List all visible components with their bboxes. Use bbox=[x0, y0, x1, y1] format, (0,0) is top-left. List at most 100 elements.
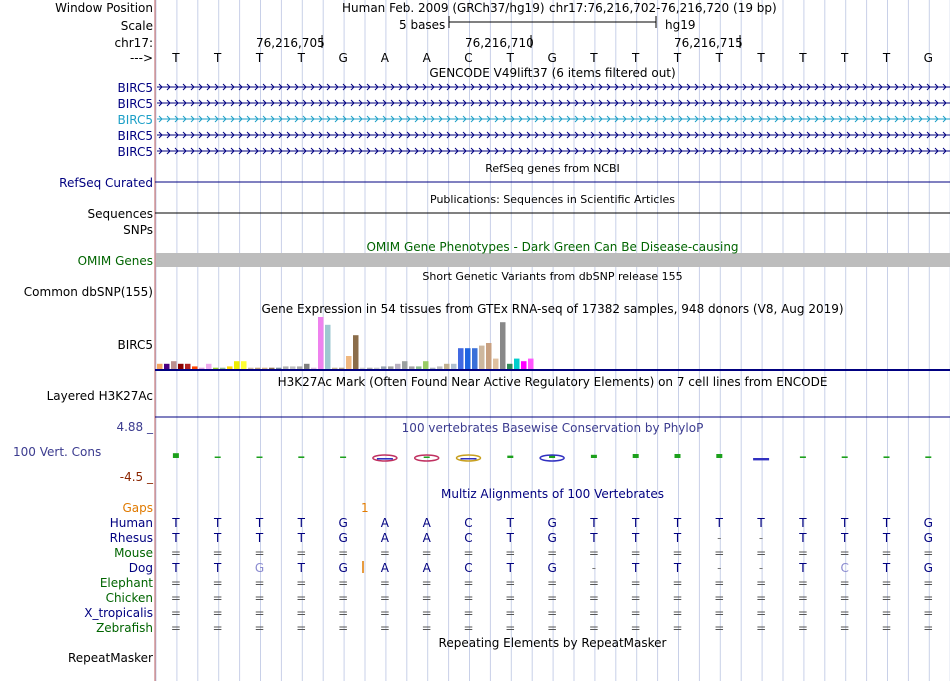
cons-score-bar bbox=[925, 456, 932, 458]
base-letter: T bbox=[632, 51, 640, 65]
gtex-bar bbox=[269, 367, 275, 369]
aligned-base: = bbox=[421, 546, 432, 560]
aligned-base: = bbox=[588, 606, 599, 620]
dbsnp-track-title[interactable]: Short Genetic Variants from dbSNP releas… bbox=[422, 270, 683, 283]
sequences-label[interactable]: Sequences bbox=[87, 207, 153, 221]
repeatmasker-label[interactable]: RepeatMasker bbox=[67, 651, 153, 665]
gtex-bar bbox=[451, 363, 457, 369]
species-label-rhesus[interactable]: Rhesus bbox=[109, 531, 153, 545]
aligned-base: A bbox=[422, 561, 431, 575]
gencode-gene-5[interactable]: BIRC5 bbox=[117, 145, 153, 159]
aligned-base: G bbox=[547, 531, 557, 545]
omim-track-title[interactable]: OMIM Gene Phenotypes - Dark Green Can Be… bbox=[366, 240, 739, 254]
aligned-base: T bbox=[673, 531, 682, 545]
species-label-dog[interactable]: Dog bbox=[128, 561, 153, 575]
aligned-base: T bbox=[841, 516, 849, 530]
aligned-base: T bbox=[214, 516, 222, 530]
h3k27ac-label[interactable]: Layered H3K27Ac bbox=[46, 389, 153, 403]
base-letter: G bbox=[338, 51, 348, 65]
gtex-bar bbox=[374, 367, 380, 369]
aligned-base: G bbox=[254, 561, 265, 575]
cons-score-bar bbox=[340, 456, 347, 458]
dbsnp-label[interactable]: Common dbSNP(155) bbox=[23, 285, 153, 299]
gtex-bar bbox=[346, 356, 352, 369]
gencode-track-title[interactable]: GENCODE V49lift37 (6 items filtered out) bbox=[429, 66, 676, 80]
cons-score-bar bbox=[460, 458, 477, 460]
aligned-base: = bbox=[588, 546, 599, 560]
gtex-bar bbox=[367, 367, 373, 369]
cons-label[interactable]: 100 Vert. Cons bbox=[13, 445, 102, 459]
species-label-mouse[interactable]: Mouse bbox=[114, 546, 153, 560]
aligned-base: T bbox=[882, 531, 891, 545]
aligned-base: = bbox=[630, 621, 641, 635]
aligned-base: A bbox=[422, 516, 431, 530]
repeatmasker-track-title[interactable]: Repeating Elements by RepeatMasker bbox=[438, 636, 667, 650]
aligned-base: = bbox=[505, 591, 516, 605]
gencode-gene-4[interactable]: BIRC5 bbox=[117, 129, 153, 143]
h3k27ac-track-title[interactable]: H3K27Ac Mark (Often Found Near Active Re… bbox=[277, 375, 828, 389]
species-label-human[interactable]: Human bbox=[109, 516, 153, 530]
aligned-base: C bbox=[464, 561, 473, 575]
gencode-gene-1[interactable]: BIRC5 bbox=[117, 81, 153, 95]
publications-track-title[interactable]: Publications: Sequences in Scientific Ar… bbox=[430, 193, 675, 206]
aligned-base: = bbox=[170, 591, 181, 605]
aligned-base: = bbox=[379, 621, 390, 635]
aligned-base: = bbox=[923, 546, 934, 560]
aligned-base: = bbox=[756, 621, 767, 635]
cons-score-bar bbox=[549, 454, 556, 458]
aligned-base: = bbox=[547, 576, 558, 590]
omim-label[interactable]: OMIM Genes bbox=[77, 254, 153, 268]
aligned-base: = bbox=[756, 606, 767, 620]
aligned-base: = bbox=[714, 576, 725, 590]
aligned-base: T bbox=[673, 561, 682, 575]
species-label-zebrafish[interactable]: Zebrafish bbox=[96, 621, 153, 635]
gtex-track-title[interactable]: Gene Expression in 54 tissues from GTEx … bbox=[261, 302, 844, 316]
aligned-base: = bbox=[338, 621, 349, 635]
base-letter: T bbox=[673, 51, 682, 65]
gtex-bar bbox=[402, 361, 408, 369]
base-letter: T bbox=[590, 51, 598, 65]
aligned-base: = bbox=[254, 576, 265, 590]
aligned-base: T bbox=[799, 516, 807, 530]
gtex-bar bbox=[458, 348, 464, 369]
gtex-label[interactable]: BIRC5 bbox=[117, 338, 153, 352]
species-label-elephant[interactable]: Elephant bbox=[99, 576, 153, 590]
gtex-bar bbox=[220, 367, 226, 369]
aligned-base: = bbox=[923, 591, 934, 605]
aligned-base: = bbox=[421, 576, 432, 590]
cons-score-bar bbox=[172, 453, 179, 458]
refseq-track-title[interactable]: RefSeq genes from NCBI bbox=[485, 162, 620, 175]
gtex-bar bbox=[437, 366, 443, 369]
aligned-base: T bbox=[799, 561, 807, 575]
snps-label[interactable]: SNPs bbox=[123, 223, 153, 237]
aligned-base: A bbox=[380, 516, 389, 530]
gtex-bar bbox=[444, 363, 450, 369]
cons-min: -4.5 _ bbox=[119, 470, 153, 484]
species-label-chicken[interactable]: Chicken bbox=[105, 591, 153, 605]
aligned-base: = bbox=[923, 576, 934, 590]
gtex-bar bbox=[507, 363, 513, 369]
aligned-base: = bbox=[379, 591, 390, 605]
aligned-base: = bbox=[170, 576, 181, 590]
gencode-gene-2[interactable]: BIRC5 bbox=[117, 97, 153, 111]
gtex-bar bbox=[360, 367, 366, 369]
multiz-track-title[interactable]: Multiz Alignments of 100 Vertebrates bbox=[440, 487, 665, 501]
species-label-x_tropicalis[interactable]: X_tropicalis bbox=[84, 606, 153, 620]
gtex-bar bbox=[248, 367, 254, 369]
cons-track-title[interactable]: 100 vertebrates Basewise Conservation by… bbox=[401, 421, 704, 435]
aligned-base: = bbox=[714, 591, 725, 605]
refseq-label[interactable]: RefSeq Curated bbox=[59, 176, 153, 190]
gencode-gene-3[interactable]: BIRC5 bbox=[117, 113, 153, 127]
gtex-bar bbox=[185, 363, 191, 369]
aligned-base: = bbox=[797, 621, 808, 635]
aligned-base: C bbox=[464, 516, 473, 530]
aligned-base: T bbox=[882, 561, 891, 575]
aligned-base: G bbox=[338, 531, 348, 545]
cons-score-bar bbox=[507, 455, 514, 458]
base-letter: G bbox=[547, 51, 557, 65]
cons-score-bar bbox=[674, 454, 681, 458]
gtex-bar bbox=[206, 363, 212, 369]
aligned-base: T bbox=[297, 561, 305, 575]
scale-db-text: hg19 bbox=[665, 18, 696, 32]
